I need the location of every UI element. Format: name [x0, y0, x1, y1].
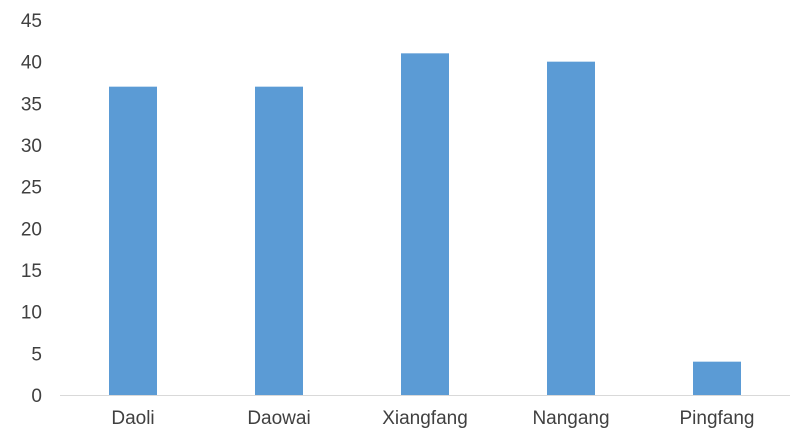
x-category-label: Nangang: [532, 408, 609, 429]
y-tick-label: 0: [31, 386, 42, 407]
bar-daowai: [255, 86, 303, 396]
y-tick-label: 45: [21, 11, 42, 32]
x-category-label: Daowai: [247, 408, 310, 429]
x-category-label: Pingfang: [679, 408, 754, 429]
bar-pingfang: [693, 361, 741, 395]
bar-xiangfang: [401, 53, 449, 395]
y-tick-label: 40: [21, 53, 42, 74]
x-category-label: Xiangfang: [382, 408, 468, 429]
y-axis-ticks: 0 5 10 15 20 25 30 35 40 45: [21, 11, 42, 407]
y-tick-label: 20: [21, 219, 42, 240]
y-tick-label: 5: [31, 344, 42, 365]
bar-nangang: [547, 61, 595, 396]
y-tick-label: 15: [21, 261, 42, 282]
y-tick-label: 10: [21, 303, 42, 324]
x-axis-labels: Daoli Daowai Xiangfang Nangang Pingfang: [111, 408, 754, 429]
y-tick-label: 30: [21, 136, 42, 157]
bar-series: [109, 53, 741, 396]
y-tick-label: 35: [21, 94, 42, 115]
y-tick-label: 25: [21, 178, 42, 199]
x-category-label: Daoli: [111, 408, 154, 429]
bar-daoli: [109, 86, 157, 396]
